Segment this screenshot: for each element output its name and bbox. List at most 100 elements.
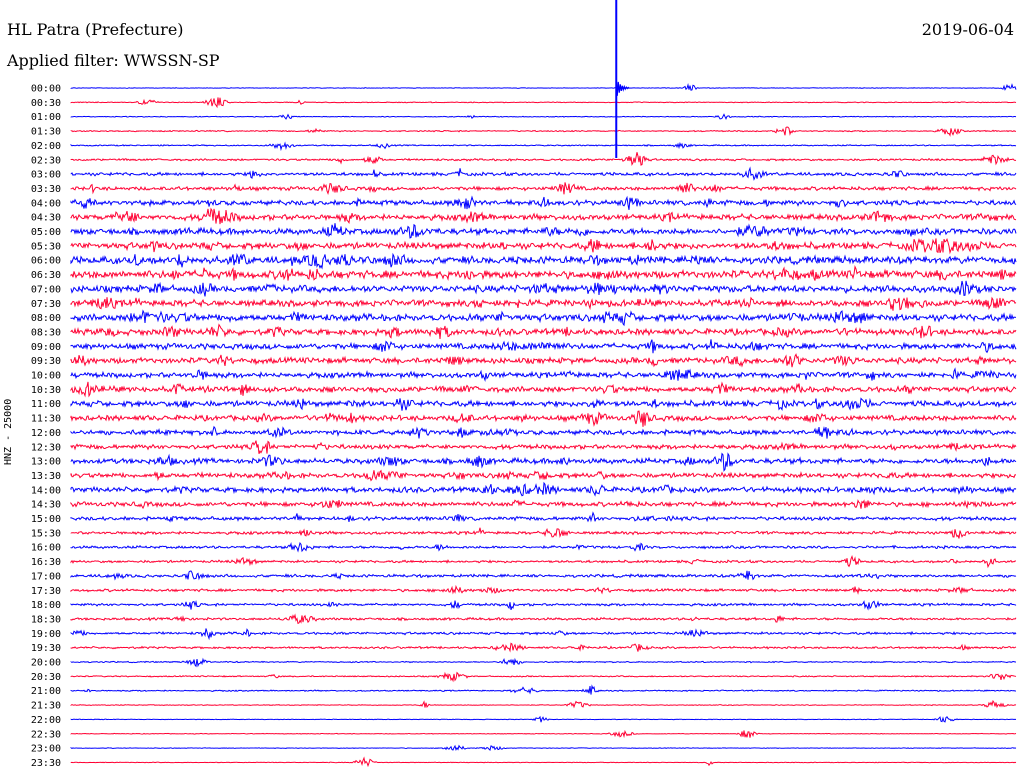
- trace-line: [70, 182, 1017, 195]
- trace-line: [70, 570, 1017, 581]
- time-tick-label: 21:30: [31, 701, 61, 712]
- trace-line: [70, 323, 1017, 339]
- trace-line: [70, 642, 1017, 653]
- time-tick-label: 11:30: [31, 414, 61, 425]
- trace-line: [70, 584, 1017, 595]
- time-tick-label: 17:00: [31, 571, 61, 582]
- time-tick-label: 08:00: [31, 313, 61, 324]
- time-tick-label: 06:30: [31, 270, 61, 281]
- trace-line: [70, 237, 1017, 255]
- time-tick-label: 01:00: [31, 112, 61, 123]
- time-tick-label: 05:30: [31, 241, 61, 252]
- time-tick-label: 13:00: [31, 457, 61, 468]
- time-tick-label: 16:00: [31, 543, 61, 554]
- time-tick-label: 13:30: [31, 471, 61, 482]
- time-tick-label: 17:30: [31, 586, 61, 597]
- trace-line: [70, 113, 1017, 120]
- trace-line: [70, 541, 1017, 553]
- trace-line: [70, 744, 1017, 752]
- time-tick-label: 16:30: [31, 557, 61, 568]
- time-tick-label: 11:00: [31, 399, 61, 410]
- time-tick-label: 02:00: [31, 141, 61, 152]
- station-title: HL Patra (Prefecture): [7, 20, 184, 39]
- trace-line: [70, 126, 1017, 137]
- time-tick-label: 10:00: [31, 371, 61, 382]
- time-tick-label: 02:30: [31, 155, 61, 166]
- trace-line: [70, 657, 1017, 668]
- trace-line: [70, 452, 1017, 472]
- trace-line: [70, 97, 1017, 109]
- time-tick-label: 12:00: [31, 428, 61, 439]
- trace-line: [70, 599, 1017, 611]
- time-tick-label: 19:00: [31, 629, 61, 640]
- trace-line: [70, 397, 1017, 412]
- trace-line: [70, 425, 1017, 439]
- trace-line: [70, 511, 1017, 523]
- trace-line: [70, 756, 1017, 768]
- trace-line: [70, 671, 1017, 683]
- time-tick-label: 20:00: [31, 658, 61, 669]
- trace-line: [70, 280, 1017, 297]
- trace-line: [70, 83, 1017, 91]
- trace-line: [70, 223, 1017, 239]
- time-tick-label: 08:30: [31, 327, 61, 338]
- trace-line: [70, 527, 1017, 539]
- time-tick-label: 19:30: [31, 643, 61, 654]
- time-tick-label: 10:30: [31, 385, 61, 396]
- trace-line: [70, 628, 1017, 641]
- time-tick-label: 03:30: [31, 184, 61, 195]
- time-tick-label: 14:30: [31, 500, 61, 511]
- time-tick-label: 06:00: [31, 256, 61, 267]
- trace-line: [70, 684, 1017, 695]
- time-tick-label: 15:00: [31, 514, 61, 525]
- trace-line: [70, 264, 1017, 282]
- trace-line: [70, 141, 1017, 152]
- time-tick-label: 18:30: [31, 614, 61, 625]
- trace-line: [70, 729, 1017, 739]
- time-tick-label: 07:00: [31, 284, 61, 295]
- time-tick-label: 04:30: [31, 213, 61, 224]
- time-tick-label: 15:30: [31, 528, 61, 539]
- time-tick-label: 00:00: [31, 84, 61, 95]
- trace-line: [70, 296, 1017, 311]
- trace-line: [70, 410, 1017, 427]
- date-label: 2019-06-04: [921, 20, 1014, 39]
- trace-line: [70, 715, 1017, 723]
- time-tick-label: 00:30: [31, 98, 61, 109]
- trace-line: [70, 207, 1017, 225]
- time-tick-label: 12:30: [31, 442, 61, 453]
- trace-line: [70, 152, 1017, 166]
- time-tick-label: 23:30: [31, 758, 61, 769]
- time-tick-label: 23:00: [31, 744, 61, 755]
- trace-line: [70, 440, 1017, 455]
- trace-line: [70, 699, 1017, 709]
- trace-line: [70, 481, 1017, 497]
- trace-line: [70, 166, 1017, 181]
- time-tick-label: 22:00: [31, 715, 61, 726]
- filter-label: Applied filter: WWSSN-SP: [7, 51, 220, 70]
- trace-line: [70, 339, 1017, 354]
- trace-line: [70, 381, 1017, 398]
- trace-line: [70, 195, 1017, 210]
- time-tick-label: 22:30: [31, 729, 61, 740]
- trace-line: [70, 554, 1017, 569]
- trace-line: [70, 469, 1017, 482]
- time-tick-label: 01:30: [31, 127, 61, 138]
- time-tick-label: 14:00: [31, 485, 61, 496]
- trace-line: [70, 499, 1017, 510]
- event-coda: [615, 77, 630, 96]
- trace-line: [70, 367, 1017, 383]
- time-tick-label: 05:00: [31, 227, 61, 238]
- time-tick-label: 20:30: [31, 672, 61, 683]
- time-tick-label: 03:00: [31, 170, 61, 181]
- time-tick-label: 18:00: [31, 600, 61, 611]
- time-tick-label: 04:00: [31, 198, 61, 209]
- trace-line: [70, 353, 1017, 368]
- trace-line: [70, 252, 1017, 270]
- time-tick-label: 09:00: [31, 342, 61, 353]
- trace-line: [70, 309, 1017, 327]
- time-tick-label: 21:00: [31, 686, 61, 697]
- time-tick-label: 07:30: [31, 299, 61, 310]
- time-tick-label: 09:30: [31, 356, 61, 367]
